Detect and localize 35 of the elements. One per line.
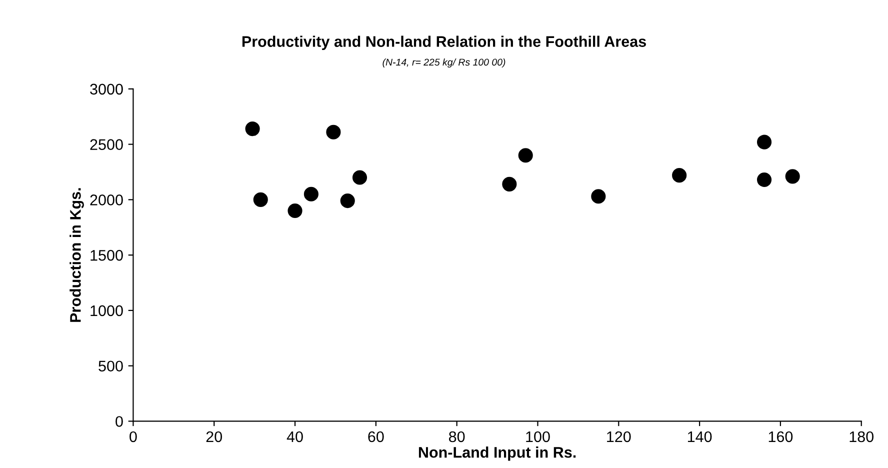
point (288, 203, 302, 218)
point (245, 122, 260, 136)
y-tick-label: 1000 (90, 305, 123, 316)
x-tick-label: 60 (368, 431, 384, 442)
x-tick-label: 40 (286, 431, 303, 442)
point (326, 124, 341, 140)
x-axis-title: Non-Land Input in Rs. (418, 446, 576, 461)
point (591, 189, 606, 204)
x-tick-label: 80 (448, 431, 465, 442)
chart-title: Productivity and Non-land Relation in the Foothill Areas (242, 36, 646, 50)
point (352, 170, 368, 185)
point (756, 134, 772, 150)
point (304, 186, 318, 202)
y-tick-label: 2000 (90, 194, 123, 206)
point (756, 172, 772, 188)
x-tick-label: 20 (206, 431, 222, 442)
y-tick-label: 500 (98, 360, 123, 372)
x-tick-label: 160 (768, 431, 793, 442)
x-tick-label: 140 (688, 431, 712, 442)
y-tick-label: 2500 (90, 139, 123, 150)
point (672, 168, 687, 183)
x-tick-label: 0 (130, 431, 137, 442)
y-tick-label: 0 (116, 416, 123, 427)
y-tick-label: 3000 (90, 84, 123, 95)
point (502, 176, 517, 192)
x-tick-label: 180 (850, 431, 874, 442)
point (518, 148, 533, 163)
point (253, 192, 268, 207)
chart-subtitle: (N-14, r= 225 kg/ Rs 100 00) (382, 58, 506, 68)
y-tick-label: 1500 (90, 250, 123, 261)
x-tick-label: 120 (607, 431, 631, 442)
y-axis-title: Production in Kgs. (70, 188, 84, 322)
point (340, 194, 355, 208)
x-tick-label: 100 (526, 431, 550, 442)
point (785, 169, 800, 184)
